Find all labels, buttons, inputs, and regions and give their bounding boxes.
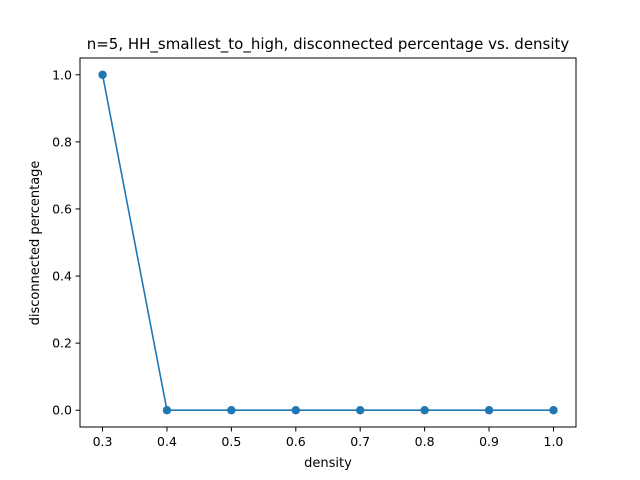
x-axis-label: density — [304, 456, 352, 471]
x-tick-label: 0.9 — [479, 434, 499, 449]
y-tick-label: 0.0 — [52, 403, 72, 418]
x-tick-label: 0.6 — [286, 434, 306, 449]
x-tick-label: 0.7 — [350, 434, 370, 449]
data-point — [549, 406, 558, 415]
series-line — [101, 74, 554, 412]
x-tick-label: 0.5 — [221, 434, 241, 449]
y-tick-label: 1.0 — [52, 67, 72, 82]
y-tick-label: 0.6 — [52, 201, 72, 216]
x-tick-label: 1.0 — [544, 434, 564, 449]
data-point — [162, 406, 172, 415]
data-point — [98, 70, 107, 79]
x-tick-label: 0.3 — [93, 434, 113, 449]
y-tick-label: 0.2 — [52, 336, 72, 351]
data-point — [484, 406, 494, 415]
plot-area: 0.3 0.4 0.5 0.6 0.7 0.8 0.9 1.0 0.0 0.2 0.4 0.6 0.8 1… — [52, 57, 577, 449]
x-tick-label: 0.8 — [415, 434, 435, 449]
y-tick-label: 0.4 — [52, 269, 72, 284]
axes-frame — [79, 57, 577, 428]
data-point — [227, 406, 236, 415]
data-point — [291, 406, 300, 415]
chart-title: n=5, HH_smallest_to_high, disconnected p… — [87, 35, 570, 54]
data-point — [420, 406, 429, 415]
y-tick-label: 0.8 — [52, 134, 72, 149]
data-point — [356, 406, 365, 415]
y-axis-label: disconnected percentage — [28, 161, 43, 326]
x-tick-label: 0.4 — [157, 434, 177, 449]
